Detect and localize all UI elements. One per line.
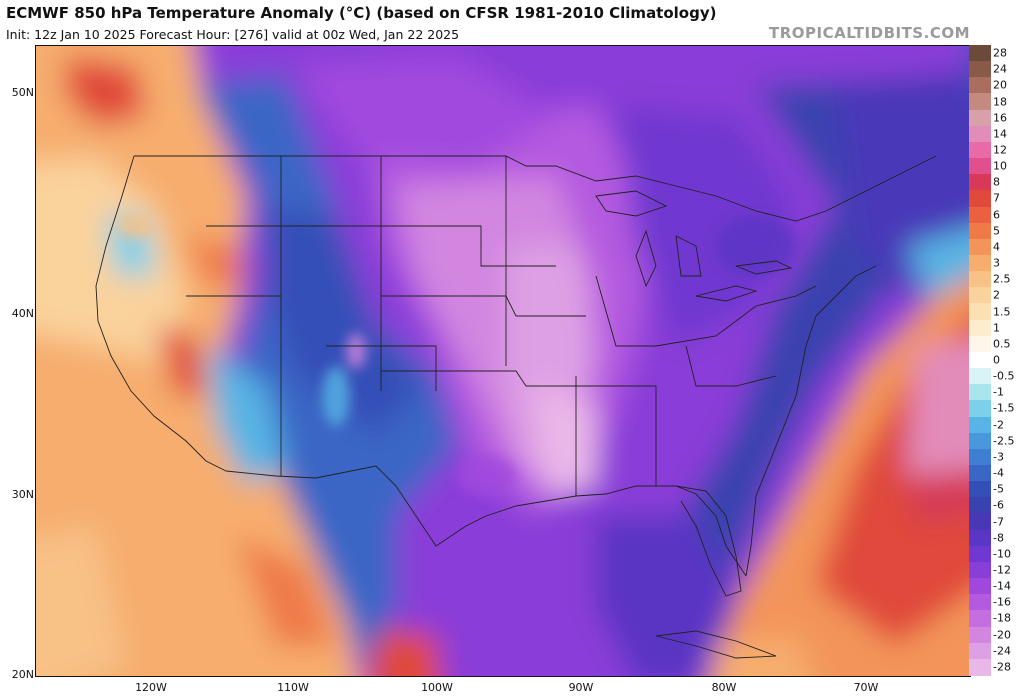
colorbar-swatch (969, 158, 991, 176)
colorbar-label: 5 (993, 224, 1000, 238)
colorbar-swatch (969, 416, 991, 434)
colorbar-label: 2.5 (993, 272, 1011, 286)
colorbar-label: 18 (993, 95, 1007, 109)
colorbar-swatch (969, 384, 991, 402)
colorbar-label: 3 (993, 256, 1000, 270)
colorbar-label: 4 (993, 240, 1000, 254)
state-borders (95, 155, 937, 577)
colorbar-label: 16 (993, 111, 1007, 125)
colorbar-label: -1.5 (993, 401, 1015, 415)
colorbar-swatch (969, 287, 991, 305)
colorbar-label: -3 (993, 450, 1004, 464)
colorbar-label: 2 (993, 288, 1000, 302)
colorbar-swatch (969, 303, 991, 321)
colorbar-label: 1.5 (993, 305, 1011, 319)
lon-label-90w: 90W (568, 681, 594, 694)
lon-label-70w: 70W (853, 681, 879, 694)
colorbar-label: -2.5 (993, 434, 1015, 448)
colorbar-swatch (969, 481, 991, 499)
lat-label-30n: 30N (11, 488, 34, 501)
colorbar-label: 24 (993, 62, 1007, 76)
colorbar-label: 20 (993, 78, 1007, 92)
colorbar-swatch (969, 174, 991, 192)
colorbar-swatch (969, 61, 991, 79)
colorbar-swatch (969, 448, 991, 466)
colorbar-label: 12 (993, 143, 1007, 157)
colorbar-swatch (969, 238, 991, 256)
colorbar-swatch (969, 465, 991, 482)
florida (675, 485, 742, 597)
colorbar-swatch (969, 561, 991, 579)
colorbar-swatch (969, 206, 991, 224)
colorbar-label: 0.5 (993, 337, 1011, 351)
colorbar-swatch (969, 109, 991, 127)
colorbar-swatch (969, 658, 991, 676)
colorbar-swatch (969, 45, 991, 62)
cuba (655, 630, 777, 659)
lon-label-80w: 80W (711, 681, 737, 694)
colorbar-swatch (969, 255, 991, 272)
colorbar-swatch (969, 400, 991, 418)
colorbar: 28 24 20 18 16 14 12 10 8 7 6 5 4 3 2.5 2 1.5 1 0.5 0 -0.5 -1… (969, 45, 1023, 676)
colorbar-swatch (969, 190, 991, 208)
colorbar-label: -8 (993, 531, 1004, 545)
colorbar-label: -12 (993, 563, 1011, 577)
colorbar-label: 1 (993, 321, 1000, 335)
colorbar-label: 10 (993, 159, 1007, 173)
colorbar-swatch (969, 368, 991, 386)
colorbar-swatch (969, 594, 991, 612)
anomaly-map (35, 45, 971, 677)
chart-title: ECMWF 850 hPa Temperature Anomaly (°C) (… (6, 4, 717, 22)
colorbar-label: -16 (993, 595, 1011, 609)
colorbar-label: -10 (993, 547, 1011, 561)
colorbar-swatch (969, 141, 991, 159)
colorbar-label: -1 (993, 385, 1004, 399)
colorbar-label: -28 (993, 660, 1011, 674)
lon-label-110w: 110W (277, 681, 309, 694)
colorbar-label: 28 (993, 46, 1007, 60)
colorbar-label: -2 (993, 418, 1004, 432)
colorbar-label: -14 (993, 579, 1011, 593)
colorbar-label: -4 (993, 466, 1004, 480)
colorbar-swatch (969, 271, 991, 289)
colorbar-swatch (969, 319, 991, 337)
colorbar-label: 7 (993, 191, 1000, 205)
map-canvas (36, 46, 970, 676)
colorbar-swatch (969, 642, 991, 660)
colorbar-swatch (969, 77, 991, 95)
lat-label-50n: 50N (11, 86, 34, 99)
colorbar-swatch (969, 335, 991, 353)
colorbar-label: 14 (993, 127, 1007, 141)
colorbar-swatch (969, 545, 991, 563)
lat-label-40n: 40N (11, 307, 34, 320)
colorbar-label: 6 (993, 208, 1000, 222)
lon-label-120w: 120W (135, 681, 167, 694)
colorbar-label: -7 (993, 515, 1004, 529)
colorbar-label: -6 (993, 498, 1004, 512)
colorbar-swatch (969, 432, 991, 450)
colorbar-label: -24 (993, 644, 1011, 658)
colorbar-swatch (969, 497, 991, 515)
colorbar-label: 0 (993, 353, 1000, 367)
great-lakes (595, 190, 793, 302)
colorbar-swatch (969, 351, 991, 369)
site-credit: TROPICALTIDBITS.COM (769, 24, 970, 42)
colorbar-swatch (969, 610, 991, 628)
colorbar-swatch (969, 626, 991, 644)
colorbar-swatch (969, 125, 991, 143)
colorbar-label: -18 (993, 611, 1011, 625)
colorbar-label: -5 (993, 482, 1004, 496)
anomaly-field (36, 46, 970, 676)
colorbar-label: -0.5 (993, 369, 1015, 383)
colorbar-swatch (969, 222, 991, 240)
lon-label-100w: 100W (421, 681, 453, 694)
forecast-info: Init: 12z Jan 10 2025 Forecast Hour: [27… (6, 27, 460, 42)
colorbar-swatch (969, 529, 991, 547)
colorbar-swatch (969, 93, 991, 111)
colorbar-swatch (969, 578, 991, 596)
lat-label-20n: 20N (11, 668, 34, 681)
colorbar-label: -20 (993, 628, 1011, 642)
colorbar-swatch (969, 513, 991, 531)
colorbar-label: 8 (993, 175, 1000, 189)
